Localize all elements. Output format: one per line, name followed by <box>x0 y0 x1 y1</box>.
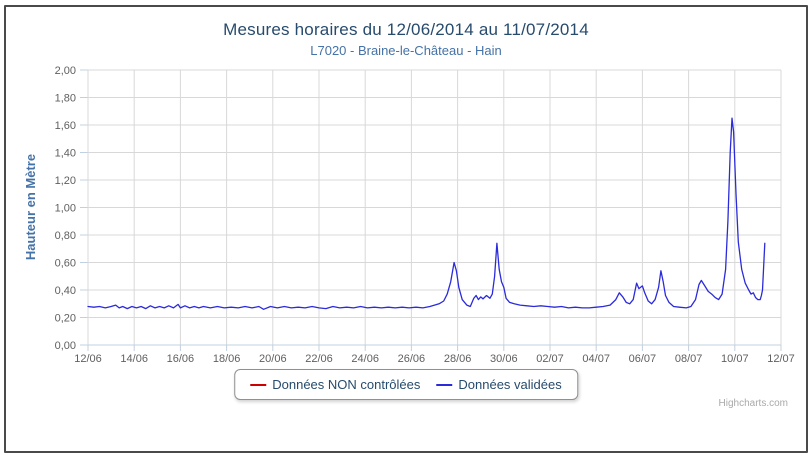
y-axis-label: 2,00 <box>55 65 76 77</box>
y-axis-label: 1,80 <box>55 93 76 105</box>
y-axis-label: 0,60 <box>55 258 76 270</box>
y-axis-label: 1,00 <box>55 203 76 215</box>
y-axis-label: 0,40 <box>55 285 76 297</box>
legend: Données NON contrôlées Données validées <box>234 369 578 400</box>
y-axis-label: 1,60 <box>55 120 76 132</box>
x-axis-label: 16/06 <box>167 353 195 365</box>
x-axis-label: 06/07 <box>629 353 657 365</box>
x-axis-label: 02/07 <box>536 353 564 365</box>
legend-marker-blue-line-icon <box>436 383 453 386</box>
x-axis-label: 22/06 <box>305 353 333 365</box>
chart-title: Mesures horaires du 12/06/2014 au 11/07/… <box>223 20 589 39</box>
legend-marker-red-line-icon <box>250 383 267 386</box>
series-line-validees[interactable] <box>87 117 766 310</box>
x-axis-label: 26/06 <box>398 353 426 365</box>
x-axis-label: 04/07 <box>582 353 610 365</box>
legend-item-donnees-non-controlees[interactable]: Données NON contrôlées <box>250 377 420 392</box>
x-axis-label: 30/06 <box>490 353 518 365</box>
x-axis-label: 10/07 <box>721 353 749 365</box>
y-axis-label: 0,80 <box>55 230 76 242</box>
x-axis-label: 08/07 <box>675 353 703 365</box>
chart-subtitle: L7020 - Braine-le-Château - Hain <box>310 43 502 58</box>
x-axis-label: 28/06 <box>444 353 472 365</box>
legend-label: Données NON contrôlées <box>272 377 421 392</box>
y-axis-label: 1,40 <box>55 148 76 160</box>
highcharts-credits-link[interactable]: Highcharts.com <box>718 398 788 409</box>
x-axis-label: 12/07 <box>767 353 795 365</box>
y-axis-label: 0,20 <box>55 313 76 325</box>
y-axis-label: 0,00 <box>55 340 76 352</box>
y-axis-label: 1,20 <box>55 175 76 187</box>
legend-label: Données validées <box>458 377 562 392</box>
x-axis-label: 14/06 <box>120 353 148 365</box>
x-axis-label: 18/06 <box>213 353 241 365</box>
x-axis-label: 24/06 <box>351 353 379 365</box>
x-axis-label: 20/06 <box>259 353 287 365</box>
legend-item-donnees-validees[interactable]: Données validées <box>436 377 562 392</box>
x-axis-label: 12/06 <box>74 353 102 365</box>
